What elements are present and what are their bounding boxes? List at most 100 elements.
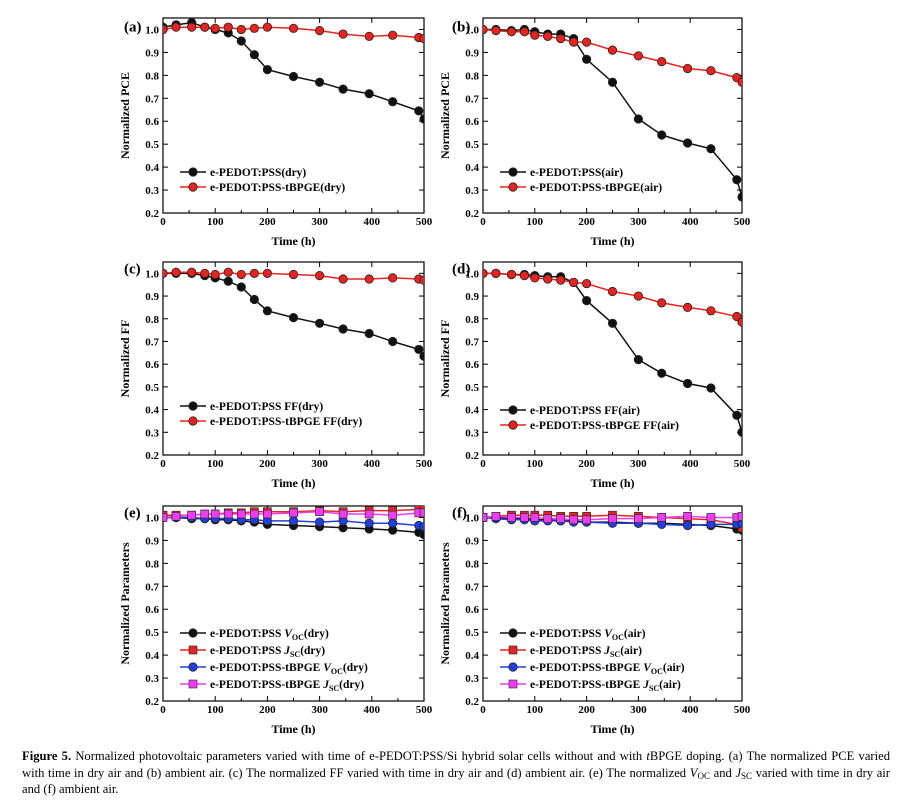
data-point <box>683 138 693 148</box>
data-point <box>483 268 488 278</box>
x-tick-label: 300 <box>630 704 647 716</box>
caption-voc: V <box>689 765 698 780</box>
data-point <box>706 306 716 316</box>
data-point <box>657 368 667 378</box>
data-point <box>289 508 298 518</box>
x-tick-label: 500 <box>416 704 433 716</box>
data-point <box>706 144 716 154</box>
data-point <box>520 513 529 522</box>
data-point <box>262 306 272 316</box>
legend-label: e-PEDOT:PSS-tBPGE JSC(air) <box>530 679 681 693</box>
data-point <box>737 427 742 437</box>
series-line <box>163 271 424 281</box>
y-tick-label: 1.0 <box>145 268 159 280</box>
x-tick-label: 400 <box>682 216 699 228</box>
y-axis-title: Normalized Parameters <box>438 542 452 665</box>
y-tick-label: 0.9 <box>145 291 159 303</box>
data-point <box>236 24 246 35</box>
data-point <box>506 27 517 37</box>
x-tick-label: 0 <box>160 704 166 716</box>
legend: e-PEDOT:PSS(air) e-PEDOT:PSS-tBPGE(air) <box>500 167 662 194</box>
data-point <box>419 114 424 124</box>
y-tick-label: 0.4 <box>465 162 479 174</box>
legend: e-PEDOT:PSS FF(dry) e-PEDOT:PSS-tBPGE FF(… <box>180 401 362 428</box>
legend-label: e-PEDOT:PSS-tBPGE FF(air) <box>530 420 679 432</box>
caption-voc-sub: OC <box>697 770 710 781</box>
y-tick-label: 0.8 <box>145 558 159 570</box>
caption-text-1: Normalized photovoltaic parameters varie… <box>71 749 647 763</box>
caption-label: Figure 5. <box>22 749 72 763</box>
y-tick-label: 0.7 <box>145 336 159 348</box>
x-tick-label: 100 <box>527 704 544 716</box>
y-axis-title: Normalized Parameters <box>118 542 132 665</box>
y-tick-label: 0.9 <box>145 535 159 547</box>
data-point <box>633 291 644 301</box>
y-tick-label: 0.6 <box>465 359 479 371</box>
series-e-PEDOT:PSS FF(dry) <box>163 268 424 361</box>
caption-italic-t: t <box>646 749 650 763</box>
y-tick-label: 1.0 <box>465 512 479 524</box>
y-tick-label: 0.6 <box>145 604 159 616</box>
x-tick-label: 100 <box>207 458 224 470</box>
data-point <box>683 302 693 313</box>
data-point <box>171 512 181 521</box>
data-point <box>556 275 566 285</box>
legend-marker <box>508 167 518 177</box>
y-tick-label: 0.7 <box>465 336 479 348</box>
legend-label: e-PEDOT:PSS(dry) <box>210 167 306 179</box>
data-point <box>223 267 233 277</box>
data-point <box>338 324 348 334</box>
data-point <box>633 114 644 124</box>
x-tick-label: 400 <box>364 216 381 228</box>
y-tick-label: 0.2 <box>465 696 479 708</box>
data-point <box>657 130 667 140</box>
data-point <box>314 517 325 527</box>
data-point <box>210 23 220 33</box>
data-point <box>414 344 424 355</box>
legend: e-PEDOT:PSS(dry) e-PEDOT:PSS-tBPGE(dry) <box>180 167 345 194</box>
y-tick-label: 0.4 <box>465 405 479 417</box>
legend-marker <box>508 420 518 430</box>
data-point <box>315 507 324 517</box>
legend-label: e-PEDOT:PSS VOC(air) <box>530 628 646 642</box>
y-axis-title: Normalized FF <box>118 320 132 398</box>
y-tick-label: 0.6 <box>145 359 159 371</box>
series-line <box>163 510 424 519</box>
data-point <box>200 268 210 278</box>
data-point <box>569 277 579 288</box>
data-point <box>171 22 181 32</box>
figure-caption: Figure 5. Normalized photovoltaic parame… <box>22 748 890 798</box>
data-point <box>706 513 716 522</box>
y-tick-label: 0.2 <box>145 208 159 220</box>
panel-label: (e) <box>124 506 141 522</box>
series-line <box>163 21 424 120</box>
data-point <box>543 31 553 41</box>
data-point <box>607 318 618 328</box>
legend-marker <box>188 628 198 638</box>
data-point <box>491 268 501 278</box>
data-point <box>657 56 667 67</box>
data-point <box>288 313 299 323</box>
data-point <box>419 508 424 518</box>
data-point <box>507 513 516 522</box>
y-tick-label: 0.8 <box>465 70 479 82</box>
data-point <box>607 77 618 87</box>
data-point <box>419 530 424 540</box>
y-tick-label: 0.8 <box>145 314 159 326</box>
data-point <box>737 317 742 327</box>
data-point <box>163 268 168 278</box>
legend-label: e-PEDOT:PSS JSC(air) <box>530 645 642 659</box>
x-tick-label: 400 <box>682 704 699 716</box>
series-line <box>483 272 742 323</box>
x-tick-label: 100 <box>527 458 544 470</box>
series-line <box>163 26 424 40</box>
y-tick-label: 0.5 <box>465 139 479 151</box>
data-point <box>657 513 667 522</box>
data-point <box>364 518 374 528</box>
data-point <box>288 516 299 526</box>
x-tick-label: 200 <box>578 704 595 716</box>
x-tick-label: 400 <box>682 458 699 470</box>
data-point <box>314 318 325 328</box>
data-point <box>210 269 220 280</box>
legend-marker <box>188 416 198 426</box>
